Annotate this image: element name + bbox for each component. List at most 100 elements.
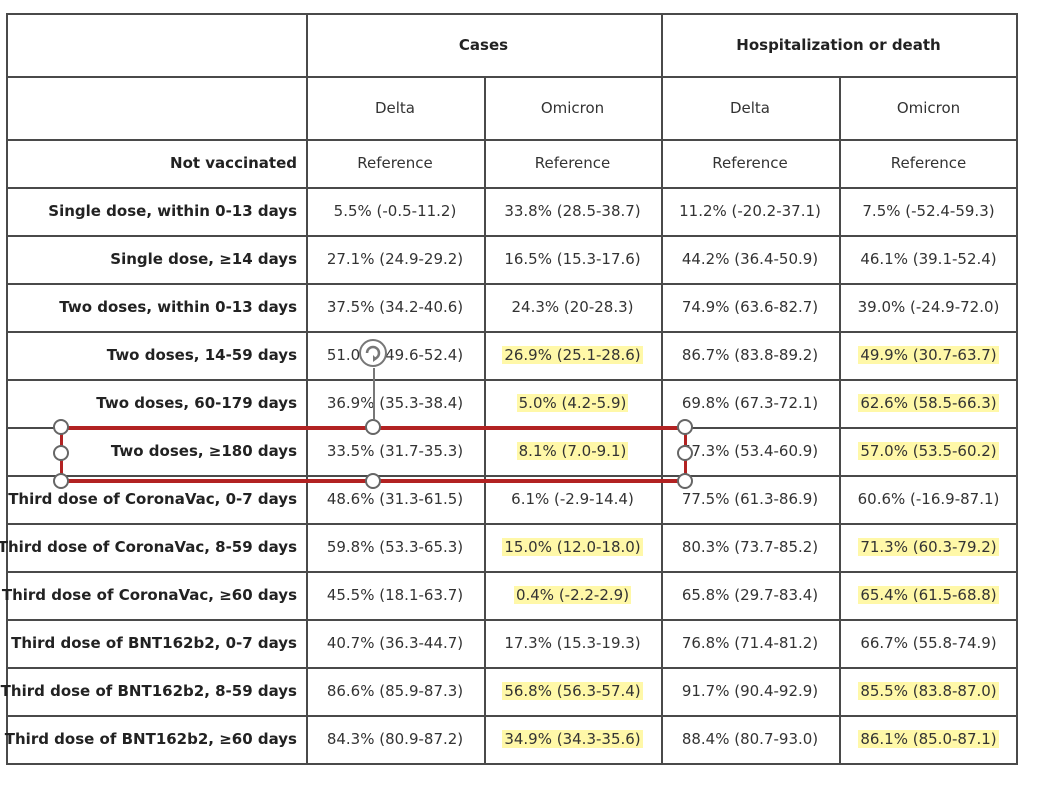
cell-value: 65.8% (29.7-83.4) <box>681 586 819 604</box>
cell-value: 33.8% (28.5-38.7) <box>504 202 641 220</box>
cell-value: 86.1% (85.0-87.1) <box>858 730 999 748</box>
table-border-horizontal <box>6 715 1018 717</box>
table-cell: 57.0% (53.5-60.2) <box>839 427 1018 475</box>
cell-value: 88.4% (80.7-93.0) <box>681 730 819 748</box>
cell-value: 69.8% (67.3-72.1) <box>681 394 819 412</box>
resize-handle-top-left[interactable] <box>53 419 69 435</box>
table-cell: 36.9% (35.3-38.4) <box>306 379 484 427</box>
resize-handle-bottom-center[interactable] <box>365 473 381 489</box>
cell-value: 49.9% (30.7-63.7) <box>858 346 999 364</box>
table-cell: 57.3% (53.4-60.9) <box>661 427 839 475</box>
table-border-horizontal <box>6 475 1018 477</box>
table-cell: Reference <box>306 139 484 187</box>
table-cell: 59.8% (53.3-65.3) <box>306 523 484 571</box>
table-cell: 0.4% (-2.2-2.9) <box>484 571 661 619</box>
cell-value: 91.7% (90.4-92.9) <box>681 682 819 700</box>
cell-value: 71.3% (60.3-79.2) <box>858 538 999 556</box>
cell-value: 26.9% (25.1-28.6) <box>502 346 643 364</box>
table-cell: 88.4% (80.7-93.0) <box>661 715 839 763</box>
table-cell: 27.1% (24.9-29.2) <box>306 235 484 283</box>
table-cell: 33.8% (28.5-38.7) <box>484 187 661 235</box>
table-cell: 17.3% (15.3-19.3) <box>484 619 661 667</box>
column-header: Omicron <box>896 98 961 117</box>
table-cell: 76.8% (71.4-81.2) <box>661 619 839 667</box>
cell-value: 15.0% (12.0-18.0) <box>502 538 643 556</box>
cell-value: 8.1% (7.0-9.1) <box>516 442 629 460</box>
table-cell: 24.3% (20-28.3) <box>484 283 661 331</box>
table-cell: 26.9% (25.1-28.6) <box>484 331 661 379</box>
resize-handle-middle-right[interactable] <box>677 445 693 461</box>
table-border-horizontal <box>6 187 1018 189</box>
table-cell: 85.5% (83.8-87.0) <box>839 667 1018 715</box>
table-cell: 69.8% (67.3-72.1) <box>661 379 839 427</box>
cell-value: 33.5% (31.7-35.3) <box>326 442 464 460</box>
table-cell: 48.6% (31.3-61.5) <box>306 475 484 523</box>
table-cell: 77.5% (61.3-86.9) <box>661 475 839 523</box>
cell-value: 44.2% (36.4-50.9) <box>681 250 819 268</box>
table-border-horizontal <box>6 763 1018 765</box>
table-cell: 40.7% (36.3-44.7) <box>306 619 484 667</box>
cell-value: 60.6% (-16.9-87.1) <box>857 490 1000 508</box>
cell-value: 6.1% (-2.9-14.4) <box>511 490 634 508</box>
table-cell: 5.0% (4.2-5.9) <box>484 379 661 427</box>
cell-value: 24.3% (20-28.3) <box>511 298 634 316</box>
cell-value: 62.6% (58.5-66.3) <box>858 394 999 412</box>
resize-handle-middle-left[interactable] <box>53 445 69 461</box>
table-border-horizontal <box>6 619 1018 621</box>
table-cell: Reference <box>661 139 839 187</box>
cell-value: 0.4% (-2.2-2.9) <box>513 586 632 604</box>
resize-handle-top-center[interactable] <box>365 419 381 435</box>
table-cell: 84.3% (80.9-87.2) <box>306 715 484 763</box>
cell-value: 48.6% (31.3-61.5) <box>326 490 464 508</box>
resize-handle-bottom-right[interactable] <box>677 473 693 489</box>
rotate-handle-icon[interactable] <box>358 338 388 368</box>
table-cell: 37.5% (34.2-40.6) <box>306 283 484 331</box>
table-border-vertical <box>306 13 308 763</box>
table-border-horizontal <box>6 379 1018 381</box>
table-cell: 45.5% (18.1-63.7) <box>306 571 484 619</box>
resize-handle-bottom-left[interactable] <box>53 473 69 489</box>
table-border-horizontal <box>6 283 1018 285</box>
cell-value: 76.8% (71.4-81.2) <box>681 634 819 652</box>
cell-value: 51.0% (49.6-52.4) <box>326 346 464 364</box>
table-border-horizontal <box>6 76 1018 78</box>
table-cell: 86.6% (85.9-87.3) <box>306 667 484 715</box>
cell-value: 17.3% (15.3-19.3) <box>504 634 641 652</box>
resize-handle-top-right[interactable] <box>677 419 693 435</box>
table-border-horizontal <box>6 235 1018 237</box>
cell-value: 85.5% (83.8-87.0) <box>858 682 999 700</box>
table-cell: 11.2% (-20.2-37.1) <box>661 187 839 235</box>
table-border-vertical <box>1016 13 1018 763</box>
table-cell: 34.9% (34.3-35.6) <box>484 715 661 763</box>
cell-value: 66.7% (55.8-74.9) <box>860 634 997 652</box>
row-label: Third dose of BNT162b2, ≥60 days <box>4 730 297 748</box>
table-border-horizontal <box>6 331 1018 333</box>
row-label: Single dose, within 0-13 days <box>48 202 297 220</box>
table-cell: 65.4% (61.5-68.8) <box>839 571 1018 619</box>
cell-value: 57.3% (53.4-60.9) <box>681 442 819 460</box>
cell-value: 34.9% (34.3-35.6) <box>502 730 643 748</box>
table-cell: 16.5% (15.3-17.6) <box>484 235 661 283</box>
table-cell: 49.9% (30.7-63.7) <box>839 331 1018 379</box>
table-cell: 74.9% (63.6-82.7) <box>661 283 839 331</box>
cell-value: 7.5% (-52.4-59.3) <box>862 202 995 220</box>
group-header: Hospitalization or death <box>736 35 941 54</box>
table-border-horizontal <box>6 667 1018 669</box>
table-border-horizontal <box>6 523 1018 525</box>
cell-value: 57.0% (53.5-60.2) <box>858 442 999 460</box>
row-label: Two doses, 14-59 days <box>106 346 297 364</box>
table-cell: 86.7% (83.8-89.2) <box>661 331 839 379</box>
cell-value: Reference <box>890 154 967 172</box>
table-cell: 56.8% (56.3-57.4) <box>484 667 661 715</box>
cell-value: 84.3% (80.9-87.2) <box>326 730 464 748</box>
cell-value: 45.5% (18.1-63.7) <box>326 586 464 604</box>
table-cell: 44.2% (36.4-50.9) <box>661 235 839 283</box>
cell-value: 56.8% (56.3-57.4) <box>502 682 643 700</box>
table-cell: 39.0% (-24.9-72.0) <box>839 283 1018 331</box>
table-border-vertical <box>6 13 8 763</box>
table-cell: 62.6% (58.5-66.3) <box>839 379 1018 427</box>
cell-value: 77.5% (61.3-86.9) <box>681 490 819 508</box>
column-header: Delta <box>729 98 771 117</box>
table-cell: Reference <box>839 139 1018 187</box>
cell-value: 65.4% (61.5-68.8) <box>858 586 999 604</box>
